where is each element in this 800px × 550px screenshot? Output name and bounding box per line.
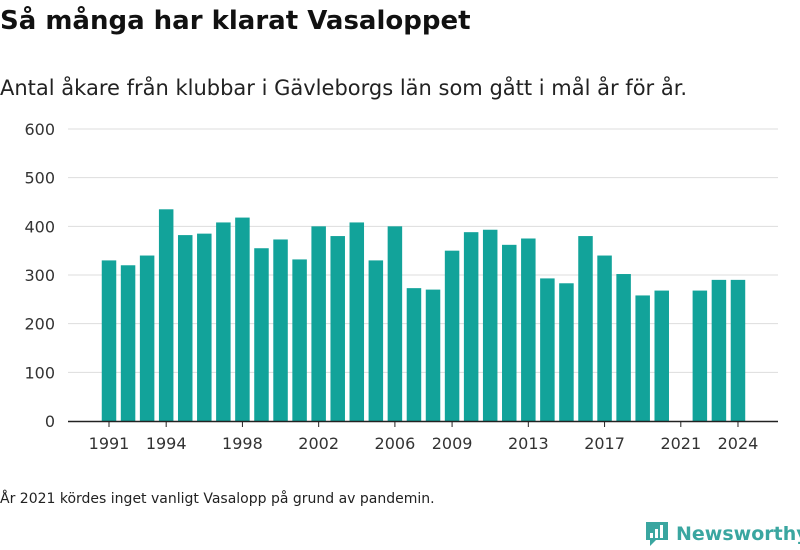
y-tick-label: 400 <box>24 217 55 236</box>
bar-1991[interactable] <box>101 260 117 421</box>
bar-1997[interactable] <box>216 222 231 421</box>
bar-1996[interactable] <box>197 233 212 421</box>
chart-title: Så många har klarat Vasaloppet <box>0 6 471 36</box>
bar-2005[interactable] <box>368 260 384 421</box>
bar-2002[interactable] <box>311 226 326 421</box>
bar-1993[interactable] <box>139 255 155 421</box>
bar-2023[interactable] <box>711 279 727 421</box>
bar-2019[interactable] <box>635 295 650 421</box>
x-tick-label: 2024 <box>718 434 759 453</box>
bar-2001[interactable] <box>292 259 307 421</box>
footnote: År 2021 kördes inget vanligt Vasalopp på… <box>0 491 435 507</box>
x-tick-label: 2017 <box>584 434 625 453</box>
x-tick-label: 1994 <box>146 434 187 453</box>
bar-2012[interactable] <box>502 244 517 421</box>
bar-chart: 0 100 200 300 400 500 600 1991 1994 1998 2002 2006… <box>24 120 778 453</box>
y-tick-label: 0 <box>45 412 55 431</box>
bar-2000[interactable] <box>273 239 288 421</box>
bar-2003[interactable] <box>330 236 345 421</box>
chart-subtitle: Antal åkare från klubbar i Gävleborgs lä… <box>0 76 688 100</box>
bar-2018[interactable] <box>616 274 631 421</box>
x-axis: 1991 1994 1998 2002 2006 2009 2013 2017 2021 2024 <box>68 420 778 453</box>
bar-1999[interactable] <box>254 248 269 421</box>
y-tick-label: 600 <box>24 120 55 139</box>
bar-2020[interactable] <box>654 290 669 421</box>
bar-2006[interactable] <box>387 226 403 421</box>
bar-2007[interactable] <box>406 288 422 421</box>
bar-2013[interactable] <box>521 238 536 422</box>
bar-2015[interactable] <box>559 283 574 421</box>
bar-1998[interactable] <box>235 217 250 421</box>
bar-1995[interactable] <box>177 235 193 421</box>
bar-2004[interactable] <box>349 222 365 421</box>
y-tick-label: 100 <box>24 363 55 382</box>
x-tick-label: 2009 <box>432 434 473 453</box>
x-tick-label: 1998 <box>222 434 263 453</box>
brand-name: Newsworthy <box>676 523 800 545</box>
x-tick-label: 2006 <box>375 434 416 453</box>
bar-2022[interactable] <box>692 290 708 421</box>
bar-2009[interactable] <box>444 250 460 421</box>
y-tick-label: 500 <box>24 169 55 188</box>
y-axis: 0 100 200 300 400 500 600 <box>24 120 55 431</box>
bar-2014[interactable] <box>540 278 555 421</box>
bar-1994[interactable] <box>158 209 174 421</box>
bar-2011[interactable] <box>482 229 498 421</box>
x-tick-label: 1991 <box>89 434 130 453</box>
newsworthy-logo[interactable]: Newsworthy <box>644 519 800 549</box>
x-tick-label: 2021 <box>660 434 701 453</box>
y-tick-label: 300 <box>24 266 55 285</box>
bar-2010[interactable] <box>463 232 479 421</box>
newsworthy-logo-icon <box>646 522 668 546</box>
y-tick-label: 200 <box>24 315 55 334</box>
bars <box>101 209 746 422</box>
x-tick-label: 2013 <box>508 434 549 453</box>
bar-2008[interactable] <box>425 289 441 421</box>
bar-1992[interactable] <box>120 265 136 421</box>
bar-2016[interactable] <box>578 236 593 421</box>
grid-lines <box>68 128 778 373</box>
bar-2024[interactable] <box>730 279 746 421</box>
bar-2017[interactable] <box>597 255 612 421</box>
x-tick-label: 2002 <box>298 434 339 453</box>
